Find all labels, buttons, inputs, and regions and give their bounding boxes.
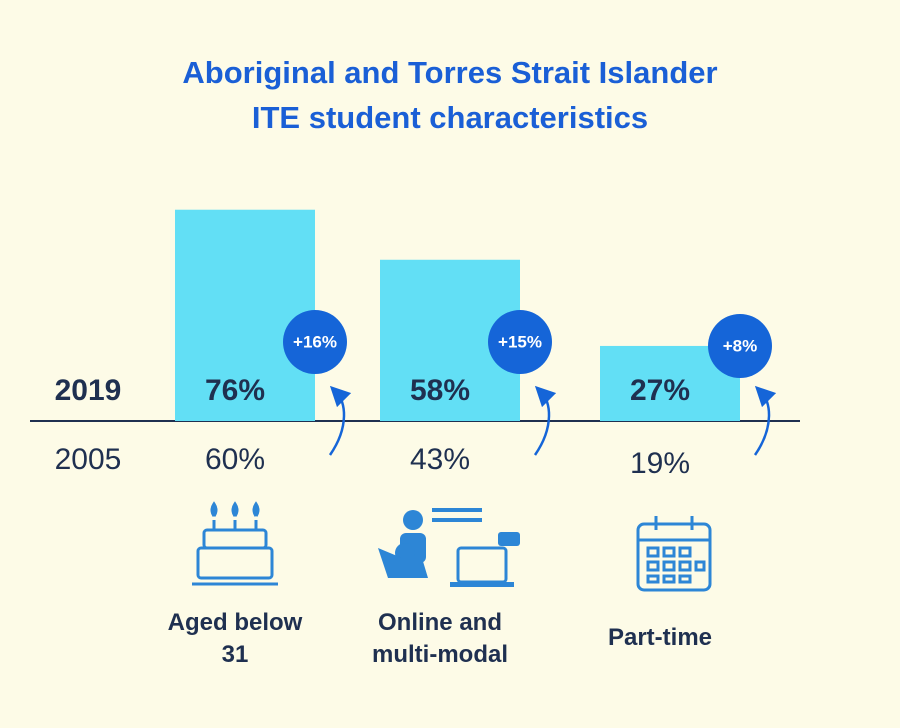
change-badge	[488, 310, 552, 374]
change-label: +8%	[723, 336, 758, 355]
series-label: 2005	[55, 443, 122, 476]
value-label: 43%	[410, 443, 470, 476]
value-label: 60%	[205, 443, 265, 476]
change-label: +16%	[293, 332, 337, 351]
value-label: 27%	[630, 374, 690, 407]
calendar-icon	[636, 516, 712, 592]
change-label: +15%	[498, 332, 542, 351]
cake-icon	[192, 501, 278, 586]
value-label: 58%	[410, 374, 470, 407]
change-badge	[283, 310, 347, 374]
series-label: 2019	[55, 374, 122, 407]
online-icon	[378, 508, 520, 587]
change-arrow	[753, 385, 777, 456]
change-badge	[708, 314, 772, 378]
title-line: Aboriginal and Torres Strait Islander	[182, 55, 718, 90]
value-label: 19%	[630, 447, 690, 480]
change-arrow	[328, 385, 352, 456]
category-label: Part-time	[607, 624, 713, 651]
category-label: Online and multi-modal	[372, 609, 508, 668]
value-label: 76%	[205, 374, 265, 407]
title-line: ITE student characteristics	[251, 100, 649, 135]
bar	[175, 209, 315, 421]
change-arrow	[533, 385, 557, 456]
category-label: Aged below 31	[167, 609, 303, 668]
